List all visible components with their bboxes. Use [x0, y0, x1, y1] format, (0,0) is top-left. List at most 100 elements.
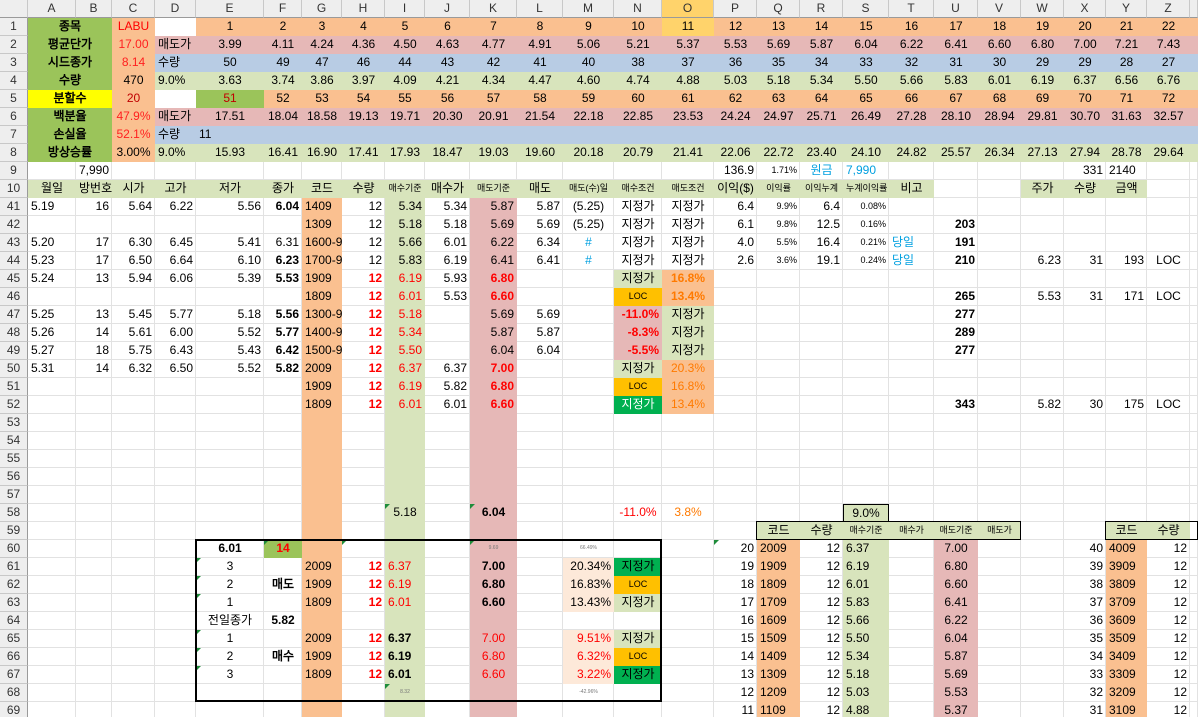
cell-G-11[interactable]: 1409	[305, 199, 332, 213]
cell-G-15[interactable]: 1909	[305, 271, 332, 285]
cell-E-11[interactable]: 5.56	[237, 199, 261, 213]
cell-I-14[interactable]: 5.83	[398, 253, 422, 267]
cell-J-13[interactable]: 6.01	[443, 235, 467, 249]
cell-D-7[interactable]: 수량	[158, 127, 181, 141]
cell-J-3[interactable]: 43	[440, 55, 455, 69]
cell-E-3[interactable]: 50	[223, 55, 237, 69]
cell-A-11[interactable]: 5.19	[31, 199, 55, 213]
cell-T-13[interactable]: 당일	[892, 235, 915, 249]
cell-N-6[interactable]: 22.85	[622, 109, 654, 123]
cell-K-31[interactable]: 7.00	[481, 559, 506, 573]
row-header[interactable]: 63	[0, 594, 28, 612]
cell-G-12[interactable]: 1309	[305, 217, 332, 231]
cell-N-14[interactable]: 지정가	[621, 253, 655, 267]
cell-A-6[interactable]: 백분율	[53, 109, 87, 123]
cell-R-33[interactable]: 12	[826, 595, 840, 609]
cell-K-36[interactable]: 6.80	[481, 649, 506, 663]
cell-X-32[interactable]: 38	[1089, 577, 1103, 591]
cell-Y-34[interactable]: 3609	[1109, 613, 1136, 627]
cell-H-8[interactable]: 17.41	[348, 145, 379, 159]
col-header-O[interactable]: O	[662, 0, 714, 18]
row-header[interactable]: 56	[0, 468, 28, 486]
cell-E-17[interactable]: 5.18	[237, 307, 261, 321]
cell-H-37[interactable]: 12	[368, 667, 382, 681]
row-header[interactable]: 50	[0, 360, 28, 378]
cell-Z-35[interactable]: 12	[1173, 631, 1187, 645]
cell-L-14[interactable]: 6.41	[536, 253, 560, 267]
cell-M-5[interactable]: 59	[581, 91, 596, 105]
cell-H-21[interactable]: 12	[368, 379, 382, 393]
cell-O-4[interactable]: 4.88	[676, 73, 700, 87]
col-header-Y[interactable]: Y	[1106, 0, 1147, 18]
cell-F-3[interactable]: 49	[276, 55, 290, 69]
cell-Z-2[interactable]: 7.43	[1156, 37, 1181, 51]
cell-D-15[interactable]: 6.06	[169, 271, 193, 285]
cell-A-5[interactable]: 분할수	[53, 91, 87, 105]
cell-I-4[interactable]: 4.09	[393, 73, 417, 87]
cell-Q-13[interactable]: 5.5%	[776, 237, 797, 247]
cell-W-14[interactable]: 6.23	[1037, 253, 1061, 267]
cell-E-36[interactable]: 2	[226, 649, 234, 663]
col-header-K[interactable]: K	[470, 0, 517, 18]
cell-U-35[interactable]: 6.04	[944, 631, 968, 645]
cell-K-19[interactable]: 6.04	[490, 343, 514, 357]
cell-P-5[interactable]: 62	[728, 91, 743, 105]
row-header[interactable]: 8	[0, 144, 28, 162]
cell-K-18[interactable]: 5.87	[490, 325, 514, 339]
cell-S-6[interactable]: 26.49	[850, 109, 882, 123]
cell-L-3[interactable]: 41	[533, 55, 547, 69]
cell-X-31[interactable]: 39	[1089, 559, 1103, 573]
cell-H-5[interactable]: 54	[356, 91, 371, 105]
cell-E-15[interactable]: 5.39	[237, 271, 261, 285]
cell-J-11[interactable]: 5.34	[443, 199, 467, 213]
row-header[interactable]: 4	[0, 72, 28, 90]
cell-G-3[interactable]: 47	[315, 55, 329, 69]
col-header-F[interactable]: F	[264, 0, 302, 18]
cell-I-22[interactable]: 6.01	[398, 397, 422, 411]
cell-O-16[interactable]: 13.4%	[670, 289, 706, 303]
cell-S-38[interactable]: 5.03	[846, 685, 870, 699]
cell-Y-39[interactable]: 3109	[1109, 703, 1136, 717]
cell-Z-16[interactable]: LOC	[1156, 289, 1181, 303]
cell-G-13[interactable]: 1600-9	[305, 235, 342, 249]
cell-Q-8[interactable]: 22.72	[763, 145, 794, 159]
cell-F-19[interactable]: 6.42	[275, 343, 299, 357]
row-header[interactable]: 45	[0, 270, 28, 288]
cell-A-14[interactable]: 5.23	[31, 253, 55, 267]
cell-X-8[interactable]: 27.94	[1069, 145, 1101, 159]
cell-K-6[interactable]: 20.91	[478, 109, 509, 123]
cell-P-32[interactable]: 18	[740, 577, 754, 591]
cell-V-3[interactable]: 30	[992, 55, 1007, 69]
col-title-Q[interactable]: 이익률	[766, 183, 791, 193]
cell-M-14[interactable]: #	[585, 253, 592, 267]
cell-Y-38[interactable]: 3209	[1109, 685, 1136, 699]
cell-D-2[interactable]: 매도가	[158, 37, 192, 51]
cell-K-33[interactable]: 6.60	[481, 595, 506, 609]
cell-C-3[interactable]: 8.14	[121, 55, 146, 69]
cell-G-20[interactable]: 2009	[305, 361, 332, 375]
row-header[interactable]: 52	[0, 396, 28, 414]
cell-M-38[interactable]: -42.96%	[579, 689, 598, 695]
col-header-T[interactable]: T	[889, 0, 934, 18]
col-header-Z[interactable]: Z	[1147, 0, 1190, 18]
cell-X-30[interactable]: 40	[1089, 541, 1103, 555]
row-header[interactable]: 68	[0, 684, 28, 702]
row-header[interactable]: 57	[0, 486, 28, 504]
cell-A-7[interactable]: 손실율	[53, 127, 87, 141]
cell-Z-37[interactable]: 12	[1173, 667, 1187, 681]
cell-W-2[interactable]: 6.80	[1030, 37, 1055, 51]
cell-P-4[interactable]: 5.03	[723, 73, 748, 87]
cell-J-5[interactable]: 56	[440, 91, 455, 105]
row-header[interactable]: 67	[0, 666, 28, 684]
cell-C-5[interactable]: 20	[126, 91, 141, 105]
cell-I-3[interactable]: 44	[398, 55, 412, 69]
cell-P-39[interactable]: 11	[741, 703, 754, 717]
cell-J-8[interactable]: 18.47	[432, 145, 463, 159]
cell-X-37[interactable]: 33	[1089, 667, 1103, 681]
cell-B-9[interactable]: 7,990	[79, 163, 110, 177]
cell-X-33[interactable]: 37	[1089, 595, 1103, 609]
cell-G-21[interactable]: 1909	[305, 379, 332, 393]
cell-Y-29[interactable]: 코드	[1115, 523, 1138, 537]
cell-D-3[interactable]: 수량	[158, 55, 181, 69]
cell-W-3[interactable]: 29	[1035, 55, 1050, 69]
